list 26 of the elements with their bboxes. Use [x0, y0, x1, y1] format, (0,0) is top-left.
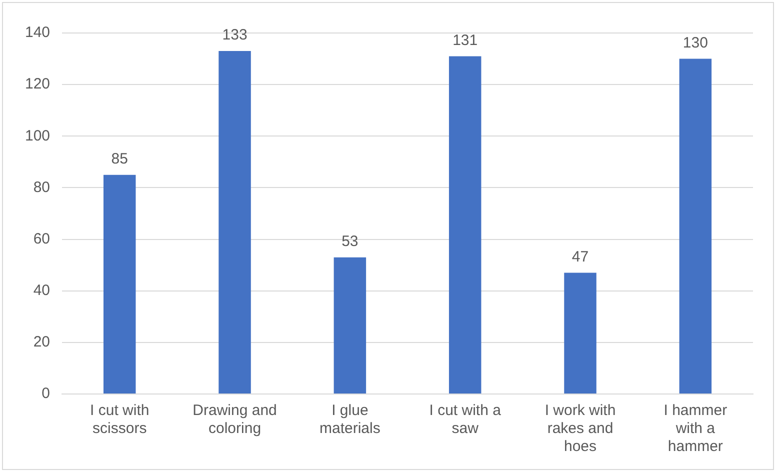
data-label: 131: [452, 32, 478, 49]
bar: [564, 272, 596, 394]
data-label: 85: [111, 150, 128, 168]
data-label: 130: [682, 34, 708, 52]
data-label: 53: [342, 232, 358, 250]
y-tick-label: 100: [24, 127, 50, 144]
x-tick-label: I cut with scissors: [90, 402, 150, 438]
x-tick-label: I work with rakes and hoes: [544, 402, 616, 456]
y-tick-label: 140: [24, 24, 50, 42]
x-tick-label: I glue materials: [320, 402, 380, 438]
data-label: 133: [222, 26, 248, 44]
x-tick-label: I hammer with a hammer: [664, 402, 728, 456]
data-label: 47: [572, 248, 589, 266]
bar: [103, 174, 136, 394]
bar: [218, 51, 251, 394]
bar: [679, 58, 712, 394]
y-tick-label: 60: [33, 230, 50, 248]
y-tick-label: 20: [33, 334, 50, 351]
y-tick-label: 80: [33, 178, 50, 196]
y-tick-label: 0: [42, 385, 50, 402]
y-tick-label: 120: [24, 76, 50, 93]
x-tick-label: I cut with a saw: [429, 402, 502, 438]
x-tick-label: Drawing and coloring: [192, 402, 277, 438]
y-tick-label: 40: [33, 282, 50, 299]
bar: [448, 56, 482, 394]
bar: [334, 257, 366, 394]
